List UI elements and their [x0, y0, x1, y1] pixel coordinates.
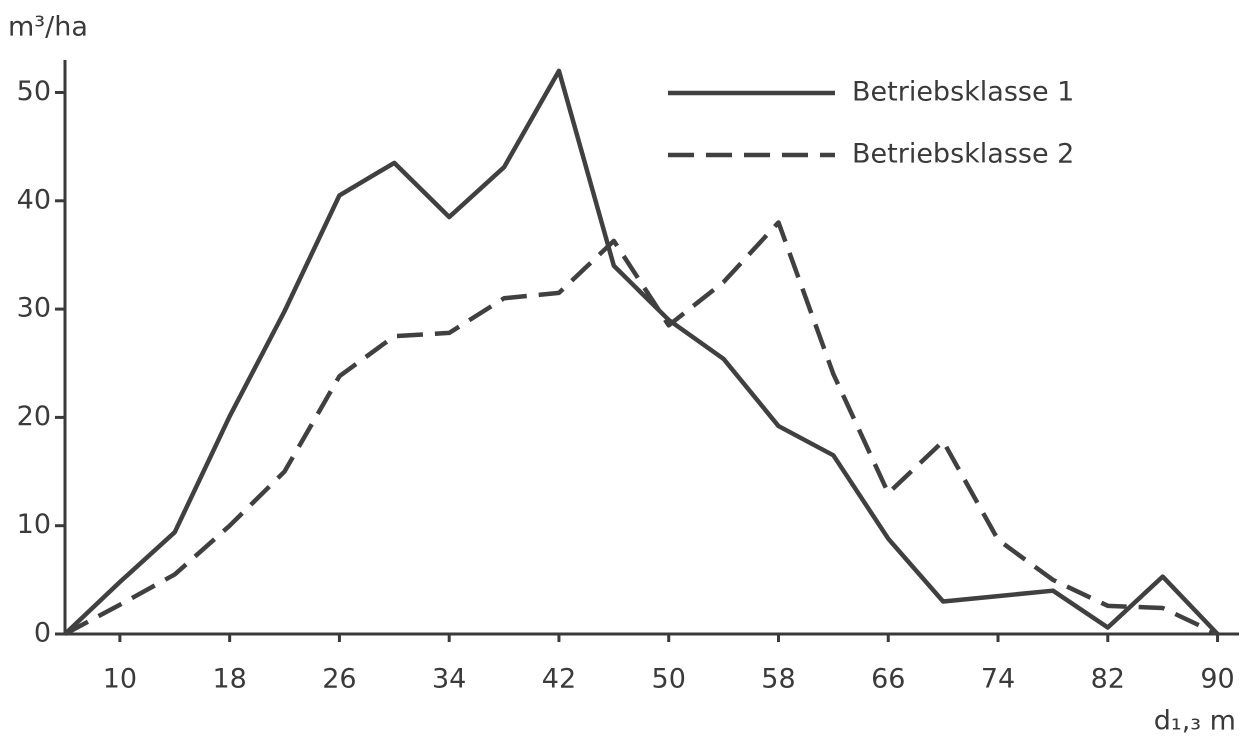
x-tick-label: 50 [652, 664, 686, 695]
y-tick-label: 20 [17, 401, 51, 432]
x-tick-label: 82 [1091, 664, 1125, 695]
x-tick-label: 58 [761, 664, 795, 695]
y-tick-label: 40 [17, 184, 51, 215]
x-tick-label: 90 [1200, 664, 1234, 695]
x-tick-label: 34 [432, 664, 466, 695]
x-tick-label: 26 [322, 664, 356, 695]
legend-label: Betriebsklasse 2 [852, 139, 1074, 170]
y-axis-label: m³/ha [8, 12, 88, 43]
x-tick-label: 42 [542, 664, 576, 695]
x-tick-label: 10 [103, 664, 137, 695]
series-line [63, 68, 1220, 636]
legend-label: Betriebsklasse 1 [852, 77, 1074, 108]
x-tick-label: 66 [871, 664, 905, 695]
series-line [63, 220, 1219, 637]
y-tick-label: 30 [17, 293, 51, 324]
x-axis-label: d₁,₃ m [1154, 706, 1236, 737]
x-tick-label: 74 [981, 664, 1015, 695]
y-tick-label: 50 [17, 76, 51, 107]
y-tick-label: 10 [17, 509, 51, 540]
x-tick-label: 18 [212, 664, 246, 695]
y-tick-label: 0 [34, 618, 51, 649]
